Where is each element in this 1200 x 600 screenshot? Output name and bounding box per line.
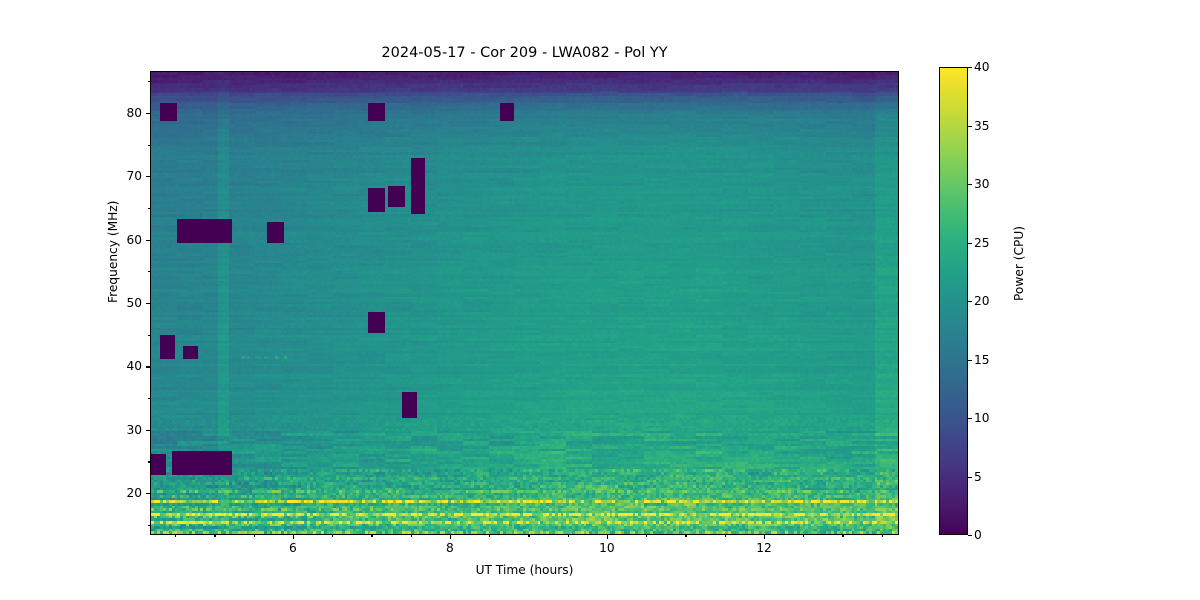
y-axis-tick-mark — [146, 112, 150, 114]
y-axis-label: Frequency (MHz) — [106, 200, 120, 303]
y-axis-tick-mark — [146, 493, 150, 495]
x-axis-minor-tick-mark — [567, 535, 569, 538]
y-axis-minor-tick-mark — [147, 207, 150, 210]
x-axis-minor-tick-mark — [646, 535, 648, 538]
x-axis-minor-tick-mark — [332, 535, 334, 538]
y-axis-minor-tick-mark — [147, 144, 150, 146]
x-axis-minor-tick-mark — [253, 535, 255, 538]
colorbar — [939, 67, 968, 535]
x-axis-minor-tick-mark — [685, 535, 687, 538]
colorbar-tick-mark — [968, 125, 972, 127]
colorbar-tick-mark — [968, 535, 972, 537]
y-axis-minor-tick-mark — [147, 461, 150, 463]
x-axis-minor-tick-mark — [214, 535, 216, 538]
colorbar-tick-label: 40 — [974, 60, 990, 74]
y-axis-tick-label: 50 — [126, 296, 142, 310]
colorbar-tick-mark — [968, 476, 972, 478]
x-axis-tick-label: 12 — [756, 541, 772, 555]
y-axis-tick-label: 40 — [126, 359, 142, 374]
colorbar-label: Power (CPU) — [1012, 225, 1026, 301]
colorbar-tick-label: 20 — [974, 294, 990, 308]
x-axis-minor-tick-mark — [881, 535, 883, 538]
y-axis-tick-label: 30 — [126, 422, 142, 437]
x-axis-minor-tick-mark — [371, 535, 373, 538]
x-axis-minor-tick-mark — [842, 535, 844, 538]
y-axis-tick-label: 60 — [126, 232, 142, 247]
y-axis-minor-tick-mark — [147, 398, 150, 400]
y-axis-minor-tick-mark — [147, 271, 150, 273]
colorbar-tick-label: 25 — [974, 235, 990, 250]
x-axis-tick-label: 6 — [289, 541, 297, 555]
x-axis-tick-label: 10 — [599, 541, 615, 555]
y-axis-tick-label: 70 — [126, 169, 142, 184]
x-axis-minor-tick-mark — [528, 535, 530, 538]
x-axis-label: UT Time (hours) — [475, 563, 574, 577]
x-axis-minor-tick-mark — [724, 535, 726, 538]
y-axis-minor-tick-mark — [147, 81, 150, 83]
colorbar-tick-mark — [968, 359, 972, 361]
x-axis-tick-label: 8 — [446, 541, 454, 555]
y-axis-tick-mark — [146, 239, 150, 241]
spectrogram-plot-area — [150, 71, 899, 535]
x-axis-tick-mark — [292, 535, 295, 539]
x-axis-minor-tick-mark — [175, 535, 177, 538]
colorbar-tick-label: 0 — [974, 528, 982, 542]
colorbar-tick-mark — [968, 418, 972, 420]
y-axis-minor-tick-mark — [147, 524, 150, 526]
colorbar-tick-label: 35 — [974, 118, 990, 133]
x-axis-minor-tick-mark — [803, 535, 805, 538]
colorbar-tick-mark — [968, 67, 972, 69]
x-axis-tick-mark — [763, 535, 766, 539]
colorbar-tick-mark — [968, 184, 972, 186]
y-axis-tick-label: 80 — [126, 105, 142, 120]
colorbar-tick-mark — [968, 242, 972, 244]
colorbar-tick-label: 5 — [974, 469, 982, 484]
colorbar-tick-label: 15 — [974, 352, 990, 367]
x-axis-tick-mark — [449, 535, 452, 539]
y-axis-tick-label: 20 — [126, 486, 142, 501]
y-axis-tick-mark — [146, 366, 150, 368]
x-axis-minor-tick-mark — [489, 535, 491, 538]
y-axis-minor-tick-mark — [147, 334, 150, 336]
colorbar-tick-mark — [968, 301, 972, 303]
colorbar-tick-label: 30 — [974, 177, 990, 191]
page-title: 2024-05-17 - Cor 209 - LWA082 - Pol YY — [381, 45, 668, 61]
y-axis-tick-mark — [146, 303, 150, 305]
colorbar-gradient — [940, 68, 967, 534]
y-axis-tick-mark — [146, 429, 150, 431]
colorbar-tick-label: 10 — [974, 411, 990, 425]
x-axis-tick-mark — [606, 535, 609, 539]
x-axis-minor-tick-mark — [410, 535, 412, 538]
y-axis-tick-mark — [146, 176, 150, 178]
spectrogram-image — [151, 72, 898, 534]
